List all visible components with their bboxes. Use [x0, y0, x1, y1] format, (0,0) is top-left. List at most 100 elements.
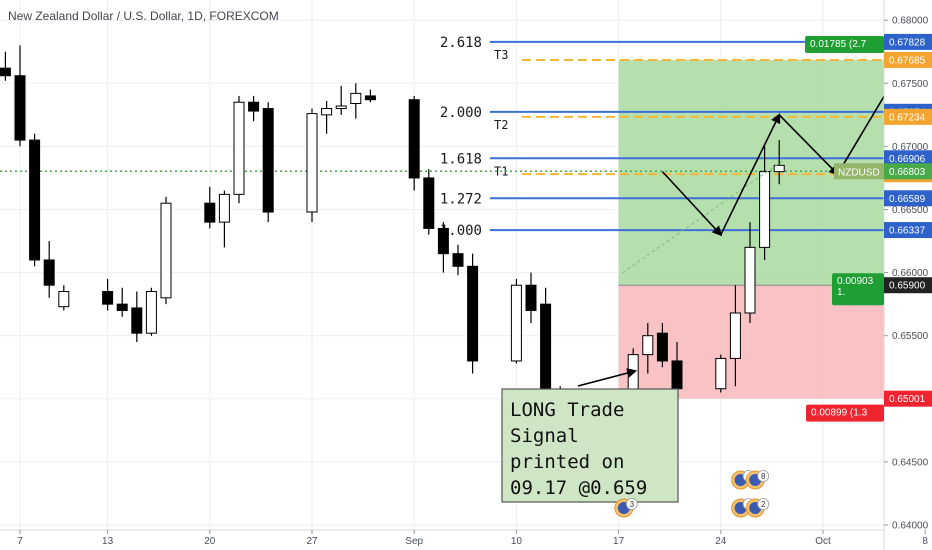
candle-body-21 — [364, 95, 376, 101]
event-badge-4[interactable]: 2 — [745, 498, 770, 518]
candle-body-26 — [467, 265, 479, 362]
candle-body-40 — [759, 171, 771, 248]
candle-body-6 — [58, 291, 70, 308]
candle-27 — [510, 278, 522, 364]
fib-price-tag-3-text: 0.66589 — [889, 194, 926, 205]
candle-body-34 — [642, 335, 654, 356]
candle-body-38 — [729, 312, 741, 359]
candle-body-39 — [744, 246, 756, 314]
y-tick-label-4: 0.66000 — [892, 268, 929, 279]
event-badge-count-4: 2 — [761, 500, 766, 509]
candle-body-23 — [423, 177, 435, 229]
candle-22 — [408, 95, 420, 191]
stop-price-tag-bg — [884, 390, 932, 407]
fib-price-tag-0-bg — [884, 33, 932, 50]
y-tick-label-0: 0.68000 — [892, 16, 929, 27]
event-badge-count-0: 3 — [630, 500, 635, 509]
candle-body-14 — [233, 101, 245, 195]
fib-price-tag-4-bg — [884, 222, 932, 239]
event-badge-count-bg-4 — [757, 498, 770, 510]
fib-ratio-0: 2.618 — [440, 35, 482, 51]
candle-19 — [335, 85, 347, 115]
target-position-tag-line-0: 0.01785 (2.7 — [810, 39, 867, 50]
fib-price-tag-0[interactable]: 0.67828 — [884, 33, 932, 50]
current-price-tag[interactable]: 0.66803 — [884, 163, 932, 180]
candle-40 — [759, 146, 771, 260]
callout-box[interactable] — [501, 388, 679, 503]
x-tick-label-6: 17 — [613, 536, 625, 547]
candle-body-5 — [43, 259, 55, 286]
candle-body-2 — [0, 67, 11, 77]
projection-segment-2 — [778, 114, 840, 176]
fib-price-tag-3[interactable]: 0.66589 — [884, 190, 932, 207]
target-price-tag-0[interactable]: 0.67685 — [884, 51, 932, 68]
x-tick-label-2: 20 — [204, 536, 216, 547]
event-badge-0[interactable]: 3 — [614, 498, 638, 518]
x-tick-label-8: Oct — [815, 536, 831, 547]
time-axis[interactable]: 7 13 20 27 Sep 10 17 24 Oct 8 — [0, 529, 928, 547]
y-tick-label-7: 0.64500 — [892, 457, 929, 468]
candle-20 — [350, 83, 362, 119]
candle-11 — [160, 196, 172, 305]
candle-15 — [248, 95, 260, 122]
entry-price-tag-bg — [884, 277, 932, 294]
candle-37 — [715, 354, 727, 393]
symbol-tag-bg — [834, 163, 884, 180]
target-price-tag-0-bg — [884, 51, 932, 68]
stop-position-tag-bg — [806, 404, 884, 422]
candle-2 — [0, 51, 11, 81]
candle-body-8 — [116, 303, 128, 311]
callout-line-0: LONG Trade — [510, 399, 624, 421]
candle-35 — [656, 323, 668, 368]
callout-line-1: Signal — [510, 425, 579, 447]
target-price-tag-1[interactable]: 0.67234 — [884, 108, 932, 125]
target-price-tag-0-text: 0.67685 — [889, 55, 926, 66]
fib-ratio-1: 2.000 — [440, 105, 482, 121]
stop-price-tag[interactable]: 0.65001 — [884, 390, 932, 407]
callout: LONG Trade Signal printed on 09.17 @0.659 — [501, 368, 679, 503]
fib-target-1: T2 — [494, 118, 508, 132]
y-tick-label-8: 0.64000 — [892, 521, 929, 532]
callout-line-3: 09.17 @0.659 — [510, 477, 647, 499]
candle-41 — [773, 140, 785, 185]
fib-price-tag-4[interactable]: 0.66337 — [884, 222, 932, 239]
target-position-tag[interactable]: 0.01785 (2.7 — [805, 35, 884, 53]
entry-price-tag[interactable]: 0.65900 — [884, 277, 932, 294]
symbol-tag[interactable]: NZDUSD — [834, 163, 884, 180]
candle-body-16 — [262, 108, 274, 213]
price-axis[interactable]: 0.68000 0.67500 0.67000 0.66500 0.66000 0.655… — [805, 0, 932, 550]
candle-7 — [102, 278, 114, 311]
candles — [0, 45, 785, 456]
candle-body-24 — [437, 227, 449, 255]
candle-body-3 — [14, 75, 26, 141]
candle-24 — [437, 222, 449, 273]
y-tick-label-2: 0.67000 — [892, 142, 929, 153]
fib-ratio-2: 1.618 — [440, 151, 482, 167]
fib-price-tag-2[interactable]: 0.66906 — [884, 150, 932, 167]
candle-6 — [58, 285, 70, 311]
candle-body-18 — [321, 108, 333, 116]
x-tick-label-4: Sep — [405, 536, 423, 547]
candle-body-15 — [248, 101, 260, 112]
x-tick-label-3: 27 — [306, 536, 318, 547]
stop-price-tag-text: 0.65001 — [889, 394, 926, 405]
candle-body-37 — [715, 357, 727, 390]
callout-arrow — [577, 368, 638, 387]
event-badge-2[interactable]: 8 — [745, 470, 770, 490]
candle-body-7 — [102, 291, 114, 305]
target-price-tag-1-text: 0.67234 — [889, 112, 926, 123]
candle-4 — [29, 133, 41, 267]
candle-28 — [525, 272, 537, 324]
candle-body-35 — [656, 332, 668, 362]
candle-body-9 — [131, 307, 143, 334]
fib-price-tag-3-bg — [884, 190, 932, 207]
fib-price-tag-2-bg — [884, 150, 932, 167]
entry-price-tag-text: 0.65900 — [889, 281, 926, 292]
stop-position-tag[interactable]: 0.00899 (1.3 — [806, 404, 884, 422]
event-badges: 34842 — [614, 470, 770, 518]
candle-25 — [452, 244, 464, 276]
